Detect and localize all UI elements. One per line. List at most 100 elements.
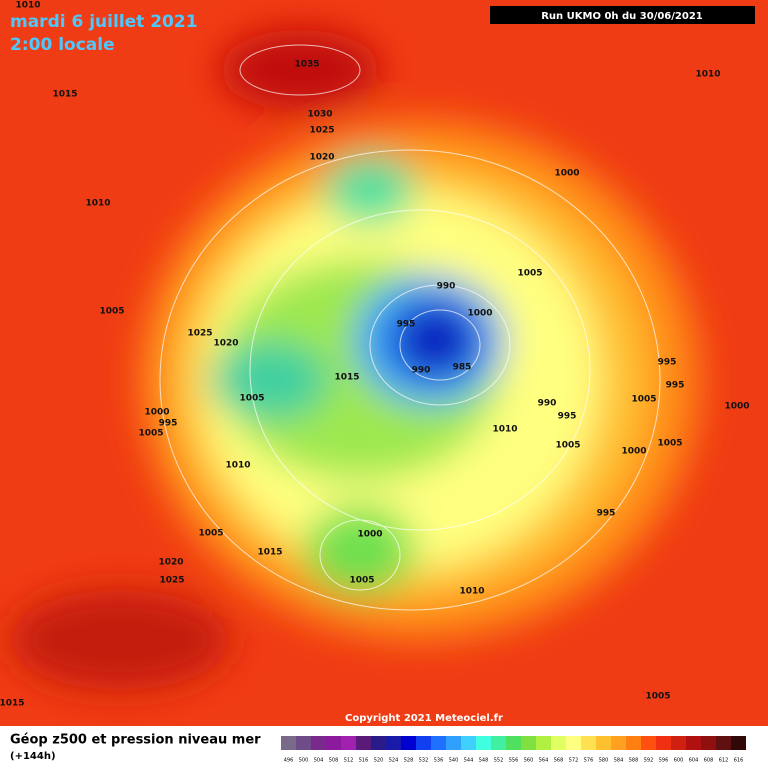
- isobar-label: 1005: [99, 307, 124, 317]
- scale-label: 508: [329, 758, 339, 764]
- isobar-label: 990: [412, 366, 431, 376]
- isobar-label: 1015: [257, 548, 282, 558]
- scale-label: 604: [689, 758, 699, 764]
- isobar-label: 1010: [492, 425, 517, 435]
- scale-label: 596: [659, 758, 669, 764]
- scale-swatch: [311, 736, 326, 750]
- isobar-label: 1020: [213, 339, 238, 349]
- scale-swatch: [386, 736, 401, 750]
- scale-swatch: [656, 736, 671, 750]
- isobar-label: 1005: [657, 439, 682, 449]
- isobar-labels: 1010 1035 1015 1030 1025 1020 1010 1000 1010 1005…: [0, 1, 750, 709]
- isobar-label: 1010: [225, 461, 250, 471]
- scale-swatch: [716, 736, 731, 750]
- scale-label: 616: [734, 758, 744, 764]
- scale-label: 572: [569, 758, 579, 764]
- scale-label: 500: [299, 758, 309, 764]
- isobar-label: 1005: [349, 576, 374, 586]
- isobar-label: 1010: [695, 70, 720, 80]
- scale-swatch: [701, 736, 716, 750]
- scale-swatch: [416, 736, 431, 750]
- scale-swatch: [371, 736, 386, 750]
- scale-swatch: [341, 736, 356, 750]
- isobar-label: 1005: [198, 529, 223, 539]
- scale-swatch: [566, 736, 581, 750]
- scale-swatch: [281, 736, 296, 750]
- scale-label: 504: [314, 758, 324, 764]
- footer-title: Géop z500 et pression niveau mer: [10, 733, 261, 748]
- footer-lead: (+144h): [10, 751, 56, 762]
- isobar-label: 995: [397, 320, 416, 330]
- isobar-label: 1010: [459, 587, 484, 597]
- scale-label: 544: [464, 758, 474, 764]
- scale-label: 600: [674, 758, 684, 764]
- scale-label: 588: [629, 758, 639, 764]
- scale-swatch: [461, 736, 476, 750]
- isobar-label: 1005: [631, 395, 656, 405]
- geopotential-field: [10, 30, 700, 690]
- scale-swatch: [671, 736, 686, 750]
- scale-label: 556: [509, 758, 519, 764]
- scale-label: 520: [374, 758, 384, 764]
- scale-label: 552: [494, 758, 504, 764]
- isobar-label: 995: [159, 419, 178, 429]
- isobars: [159, 44, 661, 611]
- scale-swatch: [581, 736, 596, 750]
- scale-swatch: [536, 736, 551, 750]
- isobar-label: 1000: [357, 530, 382, 540]
- isobar-label: 1015: [0, 699, 25, 709]
- isobar-label: 1005: [555, 441, 580, 451]
- scale-label: 564: [539, 758, 549, 764]
- isobar-label: 1020: [158, 558, 183, 568]
- scale-swatch: [521, 736, 536, 750]
- isobar-label: 1000: [554, 169, 579, 179]
- isobar-label: 1000: [621, 447, 646, 457]
- scale-swatch: [401, 736, 416, 750]
- isobar-label: 995: [658, 358, 677, 368]
- isobar-label: 1015: [52, 90, 77, 100]
- isobar-label: 990: [538, 399, 557, 409]
- scale-label: 560: [524, 758, 534, 764]
- isobar-label: 995: [558, 412, 577, 422]
- isobar-label: 1010: [15, 1, 40, 11]
- isobar-label: 1000: [144, 408, 169, 418]
- scale-label: 568: [554, 758, 564, 764]
- scale-label: 536: [434, 758, 444, 764]
- isobar-label: 1015: [334, 373, 359, 383]
- scale-swatch: [731, 736, 746, 750]
- isobar-label: 1005: [517, 269, 542, 279]
- scale-label: 528: [404, 758, 414, 764]
- scale-label: 576: [584, 758, 594, 764]
- scale-swatch: [596, 736, 611, 750]
- scale-label: 608: [704, 758, 714, 764]
- color-scale: 496 500 504 508 512 516 520 524 528 532 536 540 544 5…: [281, 736, 746, 764]
- scale-label: 612: [719, 758, 729, 764]
- scale-swatch: [506, 736, 521, 750]
- scale-label: 516: [359, 758, 369, 764]
- isobar-label: 1000: [467, 309, 492, 319]
- isobar-label: 985: [453, 363, 472, 373]
- scale-swatch: [476, 736, 491, 750]
- scale-label: 512: [344, 758, 354, 764]
- scale-swatch: [446, 736, 461, 750]
- scale-swatch: [326, 736, 341, 750]
- scale-swatch: [296, 736, 311, 750]
- isobar-label: 1030: [307, 110, 332, 120]
- isobar-label: 1035: [294, 60, 319, 70]
- scale-label: 592: [644, 758, 654, 764]
- scale-swatch: [431, 736, 446, 750]
- date-title: mardi 6 juillet 2021: [10, 12, 198, 32]
- isobar-label: 1005: [645, 692, 670, 702]
- run-banner: [490, 6, 755, 24]
- time-title: 2:00 locale: [10, 35, 115, 55]
- isobar-label: 1025: [309, 126, 334, 136]
- scale-swatch: [551, 736, 566, 750]
- isobar-label: 1005: [239, 394, 264, 404]
- isobar-label: 995: [666, 381, 685, 391]
- scale-label: 584: [614, 758, 624, 764]
- scale-label: 540: [449, 758, 459, 764]
- scale-label: 524: [389, 758, 399, 764]
- scale-swatch: [611, 736, 626, 750]
